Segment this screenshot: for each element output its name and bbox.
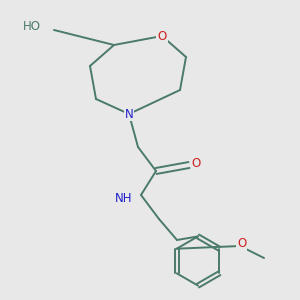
Text: O: O <box>237 237 246 250</box>
Text: N: N <box>124 107 134 121</box>
Text: O: O <box>192 157 201 170</box>
Text: HO: HO <box>22 20 40 34</box>
Text: O: O <box>158 29 166 43</box>
Text: NH: NH <box>115 191 132 205</box>
